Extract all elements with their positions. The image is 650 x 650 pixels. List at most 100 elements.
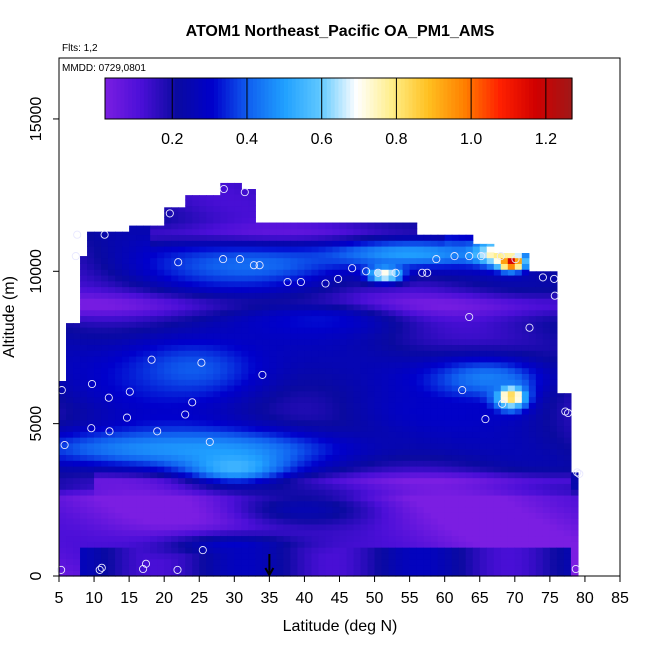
heatmap-cell [185, 431, 193, 438]
heatmap-cell [374, 512, 383, 519]
heatmap-cell [164, 564, 172, 571]
heatmap-cell [479, 460, 488, 467]
heatmap-cell [416, 408, 425, 415]
sample-point [550, 291, 559, 300]
heatmap-cell [381, 483, 390, 490]
heatmap-cell [374, 309, 383, 317]
heatmap-cell [367, 384, 376, 392]
heatmap-cell [493, 437, 502, 444]
heatmap-cell [185, 373, 193, 380]
heatmap-cell [514, 356, 523, 363]
heatmap-cell [283, 471, 292, 479]
heatmap-cell [122, 518, 130, 525]
heatmap-cell [220, 442, 228, 450]
heatmap-cell [542, 344, 551, 351]
heatmap-cell [157, 298, 165, 305]
heatmap-cell [234, 541, 242, 548]
heatmap-cell [549, 448, 558, 456]
heatmap-cell [521, 390, 530, 398]
heatmap-cell [262, 240, 270, 247]
heatmap-cell [122, 315, 130, 322]
heatmap-cell [451, 477, 460, 484]
heatmap-cell [458, 547, 467, 554]
heatmap-cell [143, 338, 151, 346]
heatmap-cell [129, 257, 137, 264]
heatmap-cell [486, 512, 495, 519]
heatmap-cell [381, 523, 390, 531]
heatmap-cell [171, 460, 179, 467]
heatmap-cell [402, 454, 411, 461]
heatmap-cell [178, 471, 186, 479]
heatmap-cell [318, 222, 327, 224]
heatmap-cell [374, 419, 383, 427]
heatmap-cell [318, 570, 327, 577]
heatmap-cell [444, 448, 453, 456]
heatmap-cell [486, 431, 495, 438]
heatmap-cell [430, 558, 439, 566]
heatmap-cell [437, 280, 446, 288]
heatmap-cell [514, 402, 523, 409]
heatmap-cell [136, 396, 144, 403]
heatmap-cell [549, 327, 558, 334]
sample-point [60, 440, 69, 450]
heatmap-cell [402, 234, 411, 241]
heatmap-cell [556, 471, 565, 479]
heatmap-cell [444, 327, 453, 334]
heatmap-cell [556, 425, 565, 432]
colorbar-segment [404, 78, 410, 119]
heatmap-cell [276, 379, 284, 386]
heatmap-cell [262, 384, 270, 392]
heatmap-cell [472, 570, 481, 577]
heatmap-cell [227, 182, 235, 189]
heatmap-cell [269, 292, 277, 299]
heatmap-cell [360, 298, 369, 305]
heatmap-cell [479, 390, 488, 398]
sample-point [87, 424, 96, 433]
heatmap-cell [283, 448, 292, 456]
heatmap-cell [437, 541, 446, 548]
heatmap-cell [122, 280, 130, 288]
heatmap-cell [521, 558, 530, 566]
heatmap-cell [269, 344, 277, 351]
heatmap-cell [360, 535, 369, 542]
heatmap-cell [157, 541, 165, 548]
heatmap-cell [388, 437, 397, 444]
colorbar-frame [104, 77, 573, 120]
heatmap-cell [423, 460, 432, 467]
heatmap-cell [283, 379, 292, 386]
heatmap-cell [395, 477, 404, 484]
heatmap-cell [213, 286, 221, 293]
heatmap-cell [227, 199, 235, 207]
heatmap-cell [192, 217, 200, 224]
heatmap-cell [507, 529, 516, 537]
heatmap-cell [269, 303, 277, 311]
heatmap-cell [80, 466, 88, 473]
heatmap-cell [542, 271, 551, 276]
heatmap-cell [199, 195, 207, 201]
heatmap-cell [367, 425, 376, 432]
sample-point [105, 427, 114, 436]
heatmap-cell [178, 373, 186, 380]
heatmap-cell [311, 263, 320, 270]
heatmap-cell [185, 199, 193, 207]
heatmap-cell [297, 564, 306, 571]
heatmap-cell [248, 344, 256, 351]
heatmap-cell [465, 251, 474, 259]
heatmap-cell [367, 338, 376, 346]
heatmap-cell [255, 257, 263, 264]
heatmap-cell [115, 402, 123, 409]
heatmap-cell [395, 274, 404, 282]
heatmap-cell [115, 489, 123, 496]
heatmap-cell [255, 431, 263, 438]
heatmap-cell [101, 367, 109, 374]
heatmap-cell [465, 274, 474, 282]
heatmap-cell [87, 419, 95, 427]
heatmap-cell [332, 379, 341, 386]
heatmap-cell [542, 356, 551, 363]
heatmap-cell [283, 454, 292, 461]
heatmap-cell [381, 327, 390, 334]
heatmap-cell [549, 280, 558, 288]
heatmap-cell [332, 419, 341, 427]
heatmap-cell [388, 518, 397, 525]
heatmap-cell [129, 292, 137, 299]
